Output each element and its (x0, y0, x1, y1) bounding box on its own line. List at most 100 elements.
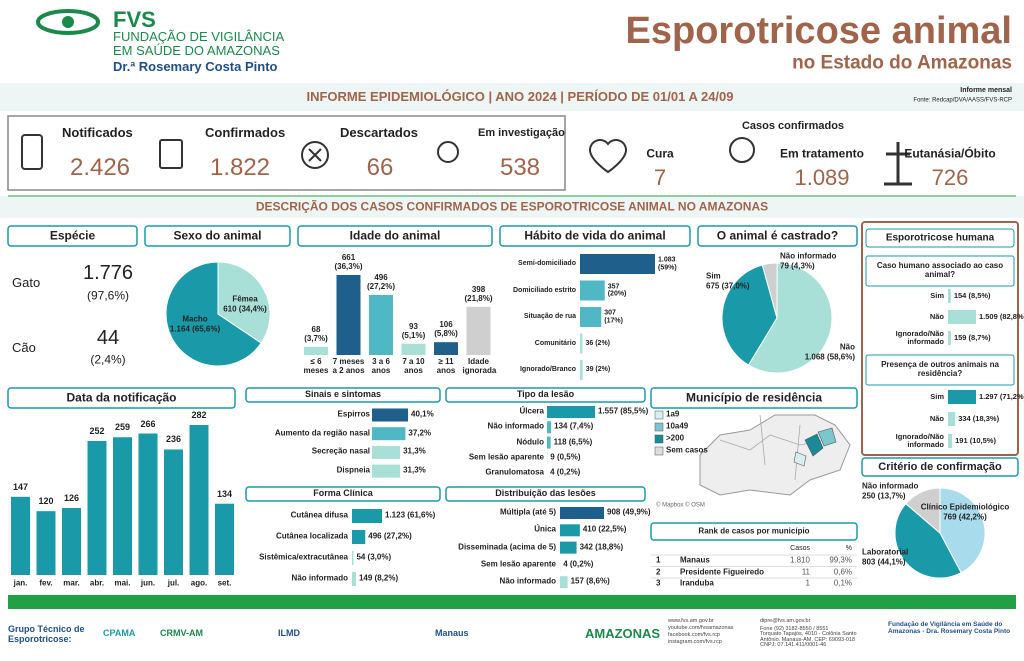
label: dipre@fvs.am.gov.br (760, 617, 811, 624)
value-label: 134 (7,4%) (554, 421, 594, 431)
panel-header (297, 225, 493, 247)
bar (372, 427, 406, 441)
bar (164, 449, 183, 575)
pie-slice (894, 503, 962, 579)
panel-header (499, 225, 691, 247)
panel-title: Sexo do animal (173, 228, 262, 243)
category-label: Ignorado/Não informado (895, 431, 944, 449)
category-label: Úlcera (519, 406, 544, 416)
value-label: 9 (0,5%) (550, 452, 581, 462)
table-cell: 99,3% (829, 555, 852, 565)
subtitle: no Estado do Amazonas (792, 52, 1012, 74)
bar (948, 434, 953, 448)
value-label: 40,1% (411, 409, 434, 419)
category-label: Situação de rua (523, 313, 576, 321)
category-label: Múltipla (até 5) (499, 507, 556, 517)
bar (560, 576, 568, 589)
x-tick-label: ≥ 11 anos (436, 357, 456, 375)
category-label: Granulomatosa (485, 467, 544, 477)
x-tick-label: ago. (190, 578, 208, 588)
kpi-value: 2.426 (69, 153, 131, 181)
value-label: 31,3% (403, 465, 426, 475)
value-label: 661 (36,3%) (334, 253, 363, 271)
panel-header (144, 225, 291, 247)
kpi-value: 7 (653, 164, 667, 190)
bar (336, 275, 361, 355)
label: Fonte: Redcap/DVA/AASS/FVS-RCP (913, 97, 1012, 104)
partner-logo: Manaus (435, 628, 469, 639)
panel-header (445, 486, 646, 502)
kpi-value: 1.089 (794, 164, 850, 190)
kpi-value: 66 (366, 153, 394, 181)
value-label: 307 (17%) (604, 309, 623, 324)
label: CNPJ: 07.141.411/0001-46 (760, 641, 827, 648)
pie-slice (939, 487, 986, 574)
category-label: Secreção nasal (311, 446, 370, 456)
category-label: Não (929, 311, 944, 321)
panel-title: Sinais e sintomas (304, 389, 382, 400)
slice-value: 769 (42,2%) (943, 512, 987, 522)
category-label: Cutânea localizada (275, 531, 348, 541)
value-label: 236 (165, 434, 182, 445)
panel-title: Espécie (49, 228, 96, 243)
x-tick-label: jan. (13, 578, 28, 588)
value-label: 398 (21,8%) (464, 285, 493, 303)
partner-logo: CPAMA (103, 628, 136, 639)
category-label: Nódulo (516, 437, 544, 447)
map-region (817, 427, 837, 447)
value-label: 68 (3,7%) (304, 324, 328, 343)
x-tick-label: jun. (140, 578, 156, 588)
question: Presença de outros animais na residência… (881, 360, 999, 378)
pie-slice (165, 261, 262, 367)
table-cell: 11 (801, 567, 810, 577)
slice-label: Não informado (780, 251, 837, 261)
panel-title: Rank de casos por município (698, 526, 810, 536)
table-cell: 0,6% (833, 567, 852, 577)
x-tick-label: mai. (114, 578, 131, 588)
value-label: 159 (8,7%) (953, 332, 991, 342)
label: © Mapbox © OSM (656, 502, 705, 509)
x-tick-label: abr. (89, 578, 105, 588)
logo-pupil (62, 16, 74, 28)
label: Casos confirmados (741, 119, 845, 132)
icon-doc (159, 139, 183, 169)
slice-value: 250 (13,7%) (862, 491, 906, 501)
panel-title: Hábito de vida do animal (524, 228, 666, 243)
panel-header (650, 387, 858, 409)
value-label: 4 (0,2%) (563, 559, 594, 569)
value-label: 147 (12, 481, 29, 492)
map-region (804, 433, 824, 457)
value-label: 36 (2%) (585, 339, 610, 347)
slice-value: 1.164 (65,6%) (169, 324, 221, 334)
panel-header (7, 387, 236, 409)
bar (304, 346, 328, 355)
category-label: Aumento da região nasal (274, 428, 370, 438)
value-label: 342 (18,8%) (579, 542, 624, 552)
slice-value: 675 (37,0%) (706, 281, 750, 291)
map-region (793, 451, 807, 467)
bar (580, 280, 605, 301)
bar (948, 390, 976, 404)
value-label: 31,3% (403, 446, 426, 456)
panel-title: Município de residência (685, 390, 823, 405)
category-label: Ignorado/Branco (519, 366, 576, 374)
bar (466, 306, 491, 355)
species-value: 1.776 (82, 262, 134, 284)
kpi-label: Descartados (340, 124, 419, 140)
value-label: 93 (5,1%) (401, 321, 426, 340)
bar (560, 507, 604, 519)
value-label: 1.297 (71,2%) (979, 391, 1024, 401)
icon-heart (588, 139, 628, 174)
pie-slice (217, 261, 271, 344)
slice-label: Fêmea (232, 294, 258, 304)
panel-title: Forma Clínica (313, 488, 373, 499)
kpi-value: 726 (931, 164, 969, 190)
kpi-label: Em tratamento (779, 146, 865, 161)
label: youtube.com/fvsamazonas (668, 624, 734, 631)
legend-swatch (654, 446, 664, 456)
slice-label: Clínico Epidemiológico (920, 502, 1010, 512)
kpi-label: Confirmados (205, 124, 286, 140)
footer-bar (8, 595, 1016, 609)
category-label: Cutânea difusa (290, 510, 348, 520)
